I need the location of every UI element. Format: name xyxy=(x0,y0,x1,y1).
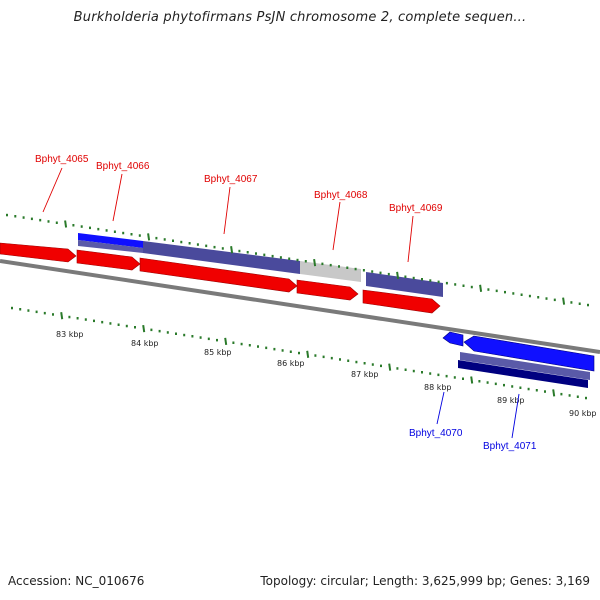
scale-label: 85 kbp xyxy=(204,348,232,357)
major-tick xyxy=(64,220,68,228)
gene-callouts-forward xyxy=(42,167,414,263)
gene-arrow-bphyt-4068[interactable] xyxy=(296,279,359,301)
scale-label: 87 kbp xyxy=(351,370,379,379)
major-tick xyxy=(479,284,483,292)
gene-label-bphyt-4071[interactable]: Bphyt_4071 xyxy=(483,441,537,452)
major-tick xyxy=(562,297,566,305)
scale-label: 89 kbp xyxy=(497,396,525,405)
scale-label: 88 kbp xyxy=(424,383,452,392)
scale-label: 84 kbp xyxy=(131,339,159,348)
gene-label-bphyt-4065[interactable]: Bphyt_4065 xyxy=(35,154,89,165)
gene-arrow-bphyt-4069[interactable] xyxy=(362,289,441,314)
major-tick xyxy=(388,363,392,371)
gene-arrow-bphyt-4065[interactable] xyxy=(0,242,77,263)
scale-ticks-upper xyxy=(6,213,589,307)
scale-label: 90 kbp xyxy=(569,409,597,418)
gene-label-bphyt-4068[interactable]: Bphyt_4068 xyxy=(314,190,368,201)
gene-label-bphyt-4067[interactable]: Bphyt_4067 xyxy=(204,174,258,185)
chromosome-backbone xyxy=(0,259,600,354)
major-tick xyxy=(313,258,317,267)
major-tick xyxy=(147,233,151,241)
major-tick xyxy=(230,246,234,254)
scale-label: 86 kbp xyxy=(277,359,305,368)
feature-bar-purple-reverse xyxy=(460,352,590,380)
major-tick xyxy=(60,312,64,320)
major-tick xyxy=(306,350,310,358)
major-tick xyxy=(224,337,228,346)
feature-bar-purple-4069 xyxy=(366,272,443,297)
gene-arrow-bphyt-4066[interactable] xyxy=(76,249,141,271)
scale-label: 83 kbp xyxy=(56,330,84,339)
gene-arrow-bphyt-4071[interactable] xyxy=(463,335,595,372)
map-title: Burkholderia phytofirmans PsJN chromosom… xyxy=(73,10,527,25)
accession-text: Accession: NC_010676 xyxy=(8,574,145,588)
major-tick xyxy=(552,389,556,397)
scale-ticks-lower xyxy=(11,306,587,400)
major-tick xyxy=(396,271,400,280)
major-tick xyxy=(470,376,474,384)
topology-summary: Topology: circular; Length: 3,625,999 bp… xyxy=(260,574,590,588)
feature-bar-purple-4067 xyxy=(143,241,300,274)
feature-bar-gray-4068 xyxy=(300,261,361,282)
gene-label-bphyt-4069[interactable]: Bphyt_4069 xyxy=(389,203,443,214)
major-tick xyxy=(142,324,146,333)
gene-arrow-reverse-small[interactable] xyxy=(442,331,464,347)
gene-label-bphyt-4070[interactable]: Bphyt_4070 xyxy=(409,428,463,439)
gene-label-bphyt-4066[interactable]: Bphyt_4066 xyxy=(96,161,150,172)
gene-arrow-bphyt-4067[interactable] xyxy=(139,257,298,293)
feature-bar-purple-4066 xyxy=(78,240,143,253)
feature-bar-navy-reverse xyxy=(458,360,588,388)
feature-bar-blue-4066 xyxy=(78,233,143,248)
gene-callouts-reverse xyxy=(436,391,520,439)
